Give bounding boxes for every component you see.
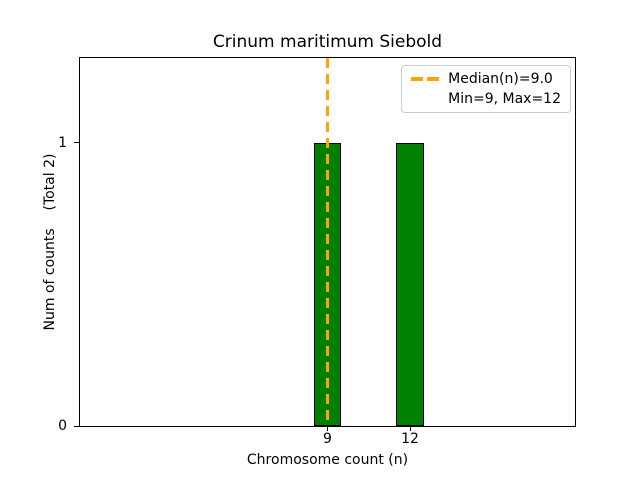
legend-row-median: Median(n)=9.0	[411, 69, 561, 89]
chart-title: Crinum maritimum Siebold	[212, 32, 443, 52]
y-tick-label-0: 0	[58, 418, 67, 434]
plot-area: Median(n)=9.0 Min=9, Max=12 0 1 9 12	[58, 57, 576, 446]
orange-dashed-line-icon	[411, 77, 440, 81]
y-tick-mark-0	[74, 425, 79, 427]
legend: Median(n)=9.0 Min=9, Max=12	[401, 65, 571, 113]
median-line	[325, 58, 330, 426]
y-tick-mark-1	[74, 142, 79, 144]
x-tick-label-9: 9	[323, 431, 332, 447]
bar-x12	[396, 142, 424, 426]
x-axis-label: Chromosome count (n)	[246, 452, 409, 468]
legend-sample-spacer	[411, 97, 439, 101]
x-tick-label-12: 12	[401, 431, 419, 447]
legend-label-minmax: Min=9, Max=12	[448, 91, 561, 107]
legend-row-minmax: Min=9, Max=12	[411, 89, 561, 109]
x-tick-mark-12	[409, 426, 411, 431]
legend-label-median: Median(n)=9.0	[448, 71, 553, 87]
x-tick-mark-9	[327, 426, 328, 431]
y-axis-label: Num of counts (Total 2)	[42, 153, 58, 331]
y-tick-label-1: 1	[58, 134, 67, 151]
